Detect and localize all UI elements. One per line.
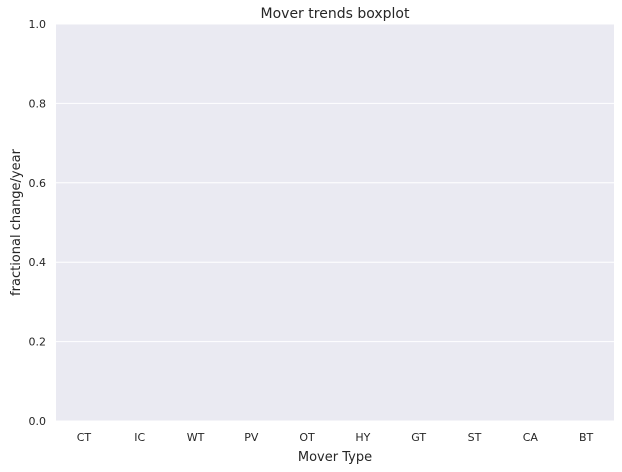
x-tick-label: OT <box>299 431 315 444</box>
y-tick-label: 0.8 <box>29 97 47 110</box>
y-tick-label: 1.0 <box>29 18 47 31</box>
plot-area <box>56 24 614 421</box>
grid-lines <box>56 23 614 422</box>
x-axis-ticks: CT IC WT PV OT HY GT ST CA BT <box>77 431 594 444</box>
x-axis-label: Mover Type <box>298 450 372 465</box>
y-tick-label: 0.0 <box>29 415 47 428</box>
x-tick-label: HY <box>355 431 370 444</box>
x-tick-label: IC <box>134 431 145 444</box>
x-tick-label: CT <box>77 431 92 444</box>
x-tick-label: CA <box>523 431 539 444</box>
y-axis-label: fractional change/year <box>9 148 24 296</box>
x-tick-label: GT <box>411 431 426 444</box>
y-tick-label: 0.2 <box>29 336 47 349</box>
x-tick-label: PV <box>244 431 259 444</box>
x-tick-label: BT <box>579 431 594 444</box>
x-tick-label: WT <box>187 431 205 444</box>
y-tick-label: 0.4 <box>29 256 47 269</box>
y-axis-ticks: 0.0 0.2 0.4 0.6 0.8 1.0 <box>29 18 47 428</box>
x-tick-label: ST <box>468 431 482 444</box>
y-tick-label: 0.6 <box>29 177 47 190</box>
chart-title: Mover trends boxplot <box>261 6 410 22</box>
